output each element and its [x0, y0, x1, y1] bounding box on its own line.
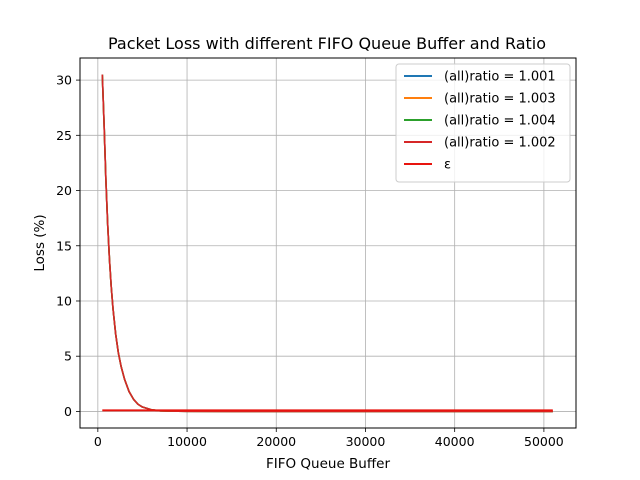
y-tick-label: 30: [56, 73, 72, 88]
legend-label: ε: [444, 158, 451, 173]
y-tick-label: 25: [56, 128, 72, 143]
x-tick-label: 40000: [435, 434, 475, 449]
y-tick-label: 10: [56, 293, 72, 308]
y-tick-label: 20: [56, 183, 72, 198]
legend-label: (all)ratio = 1.003: [444, 92, 556, 107]
plot-frame: [79, 57, 577, 429]
y-tick-label: 5: [64, 349, 72, 364]
x-tick-label: 50000: [524, 434, 564, 449]
y-tick-label: 15: [56, 238, 72, 253]
x-tick-label: 10000: [167, 434, 207, 449]
x-tick-label: 20000: [256, 434, 296, 449]
y-axis: 0 5 10 15 20 25 30: [56, 73, 80, 419]
x-tick-label: 30000: [346, 434, 386, 449]
x-axis: 0 10000 20000 30000 40000 50000: [94, 428, 564, 449]
x-tick-label: 0: [94, 434, 102, 449]
legend-label: (all)ratio = 1.001: [444, 70, 556, 85]
legend-label: (all)ratio = 1.002: [444, 136, 556, 151]
grid: [80, 58, 576, 428]
y-axis-label: Loss (%): [32, 214, 48, 271]
plot-area: [101, 74, 553, 413]
legend: (all)ratio = 1.001 (all)ratio = 1.003 (all…: [395, 63, 571, 183]
chart-title: Packet Loss with different FIFO Queue Bu…: [108, 34, 546, 53]
series-line-4: [101, 74, 553, 413]
x-axis-label: FIFO Queue Buffer: [266, 456, 390, 472]
legend-label: (all)ratio = 1.004: [444, 114, 556, 129]
legend-box: [395, 63, 571, 183]
y-tick-label: 0: [64, 404, 72, 419]
